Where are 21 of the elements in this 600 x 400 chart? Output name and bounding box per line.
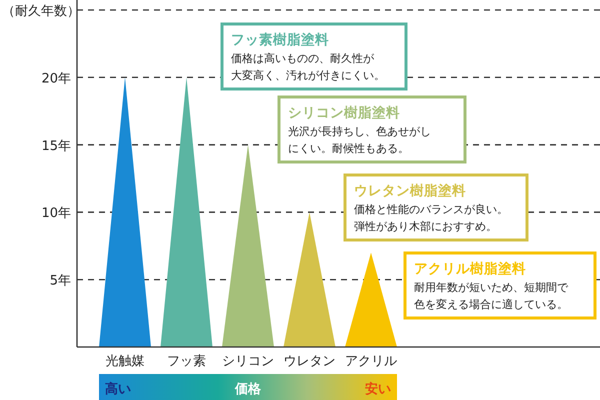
annotation: 光沢が長持ちし、色あせがしにくい。耐候性もある。 — [288, 125, 431, 155]
y-tick-label: 10年 — [41, 206, 71, 222]
y-axis-title: （耐久年数） — [2, 4, 80, 19]
annotation: 価格は高いものの、耐久性が大変高く、汚れが付きにくい。 — [231, 52, 385, 82]
annotation: シリコン樹脂塗料 — [288, 105, 400, 121]
text: 耐用年数が短いため、短期間で色を変える場合に適している。 — [414, 281, 569, 311]
text: 安い — [365, 381, 391, 397]
annotation: ウレタン樹脂塗料 — [354, 183, 466, 199]
text: 高い — [105, 381, 131, 397]
y-tick-label: 20年 — [41, 71, 71, 86]
x-tick-label: フッ素 — [167, 354, 206, 369]
y-tick-label: 15年 — [41, 138, 71, 154]
text: アクリル樹脂塗料 — [414, 261, 526, 277]
x-tick-label: シリコン — [222, 354, 274, 369]
text: 価格 — [234, 382, 262, 397]
x-tick-label: 光触媒 — [106, 354, 144, 369]
y-tick-label: 5年 — [50, 274, 71, 289]
x-tick-label: ウレタン — [284, 354, 336, 369]
annotation: フッ素樹脂塗料 — [231, 32, 329, 48]
annotation: 価格と性能のバランスが良い。弾性があり木部におすすめ。 — [354, 203, 508, 233]
x-tick-label: アクリル — [345, 354, 397, 369]
